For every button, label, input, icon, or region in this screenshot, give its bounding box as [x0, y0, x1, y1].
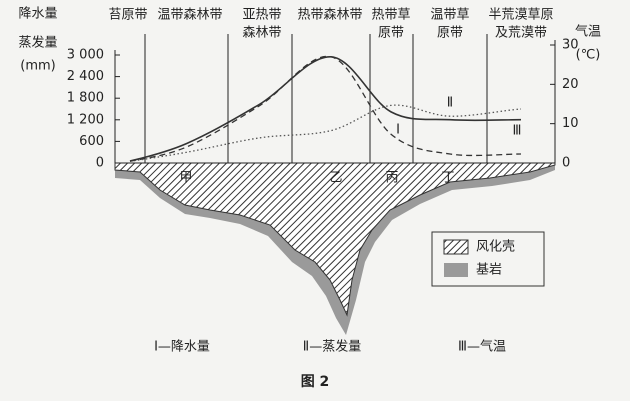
- legend-swatch-bedrock: [444, 263, 468, 277]
- zone-label: 温带森林带: [157, 8, 222, 23]
- y2-axis-title: 气温: [575, 24, 601, 40]
- y2-tick-label: 0: [562, 156, 570, 171]
- y-axis-title: 降水量: [18, 7, 57, 22]
- curve-label: Ⅲ: [513, 124, 522, 139]
- zone-label: 热带草: [371, 8, 410, 23]
- y2-tick-label: 10: [562, 116, 579, 131]
- legend-label: 基岩: [476, 263, 502, 278]
- zone-label: 苔原带: [108, 8, 147, 23]
- zone-boundaries: [144, 34, 488, 163]
- chart-title: 图 2: [301, 374, 330, 390]
- y-tick-label: 3 000: [67, 48, 104, 63]
- y-tick-label: 0: [96, 156, 104, 171]
- y-tick-label: 1 800: [67, 91, 104, 106]
- region-label: 丁: [441, 171, 454, 186]
- y-tick-label: 2 400: [67, 69, 104, 84]
- zone-label: 半荒漠草原: [488, 8, 553, 23]
- zone-label: 森林带: [242, 26, 281, 41]
- legend-entry: Ⅱ—蒸发量: [303, 339, 361, 355]
- y-axis-title: (mm): [20, 59, 55, 74]
- y2-tick-label: 30: [562, 38, 579, 53]
- zone-label: 及荒漠带: [495, 26, 547, 41]
- legend-entry: Ⅲ—气温: [458, 339, 506, 355]
- weathering-crust: [114, 162, 556, 317]
- y-tick-label: 600: [79, 134, 104, 149]
- zone-label: 热带森林带: [297, 8, 362, 23]
- region-label: 丙: [385, 171, 398, 186]
- zone-label: 亚热带: [242, 8, 281, 23]
- y2-axis-title: (℃): [576, 48, 601, 63]
- legend-box: [431, 231, 545, 287]
- curve-label: Ⅱ: [447, 96, 453, 111]
- legend-entry: Ⅰ—降水量: [154, 340, 210, 355]
- curve-label: Ⅰ: [396, 123, 400, 138]
- region-label: 乙: [329, 171, 342, 186]
- series-line: [129, 55, 522, 162]
- legend-label: 风化壳: [476, 240, 515, 255]
- series-line: [129, 104, 522, 162]
- legend-swatch-crust: [443, 239, 469, 255]
- zone-label: 原带: [378, 26, 404, 41]
- zone-label: 原带: [437, 26, 463, 41]
- y2-tick-label: 20: [562, 77, 579, 92]
- y-tick-label: 1 200: [67, 112, 104, 127]
- series-line: [129, 55, 522, 162]
- region-label: 甲: [179, 171, 192, 186]
- zone-label: 温带草: [430, 8, 469, 23]
- y-axis-title: 蒸发量: [18, 35, 57, 51]
